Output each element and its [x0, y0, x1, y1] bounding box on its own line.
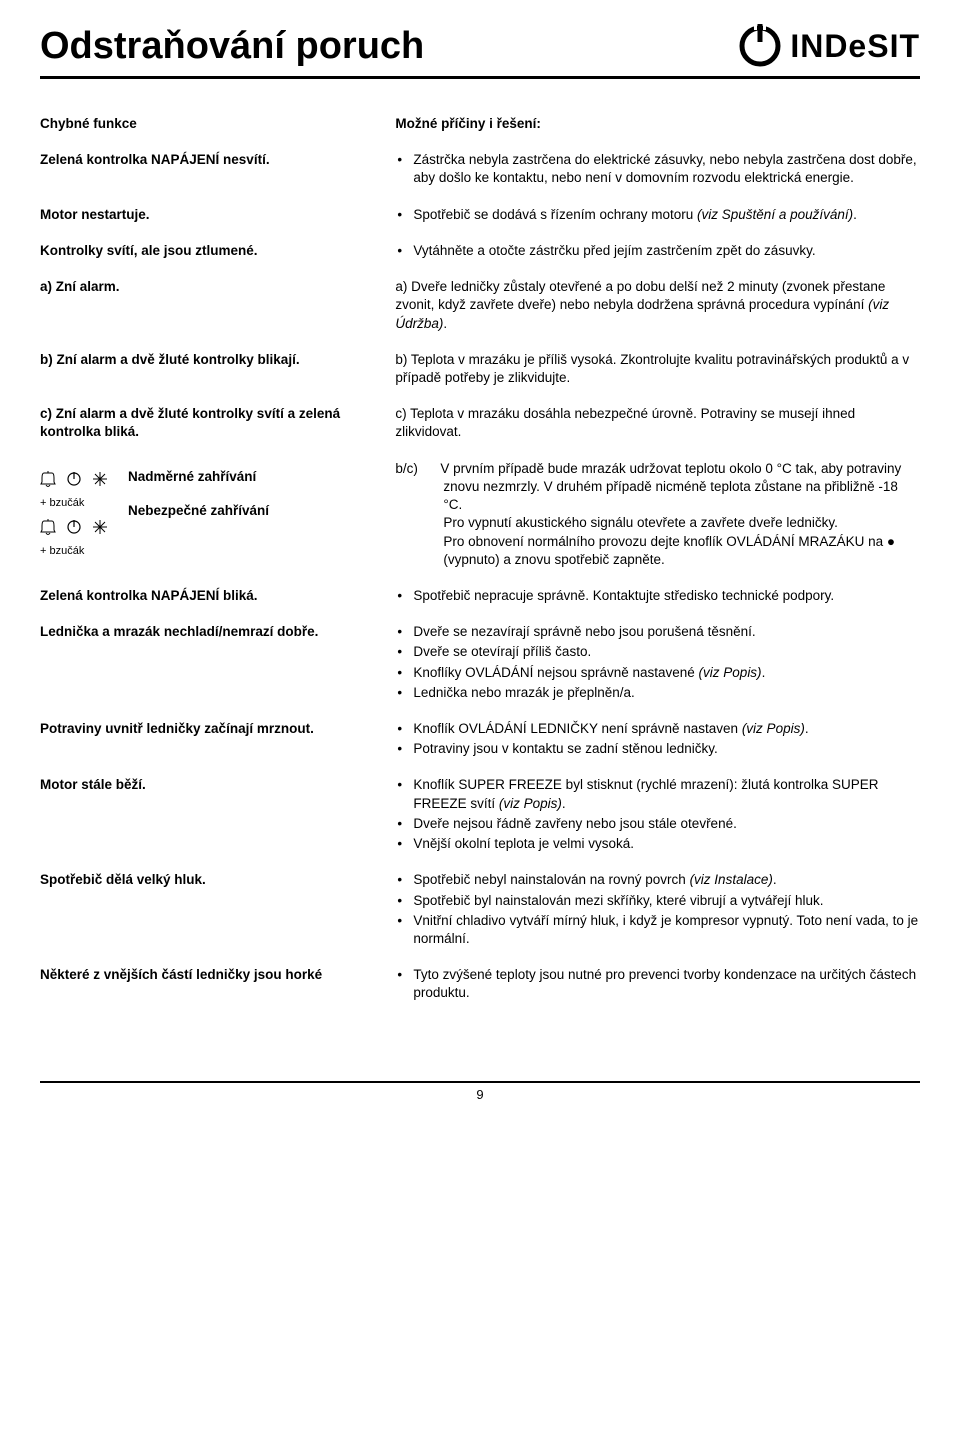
snowflake-icon	[92, 518, 108, 536]
trouble-row: Zelená kontrolka NAPÁJENÍ bliká. Spotřebi…	[40, 587, 920, 623]
solution-item: Tyto zvýšené teploty jsou nutné pro prev…	[395, 966, 920, 1002]
fault-label: Zelená kontrolka NAPÁJENÍ bliká.	[40, 587, 375, 605]
troubleshooting-table: Chybné funkce Možné příčiny i řešení:	[40, 115, 920, 151]
solution-text: Vytáhněte a otočte zástrčku před jejím z…	[395, 242, 920, 260]
fault-label: b) Zní alarm a dvě žluté kontrolky blika…	[40, 351, 375, 369]
solution-item: Dveře nejsou řádně zavřeny nebo jsou stá…	[395, 815, 920, 833]
fault-label: Spotřebič dělá velký hluk.	[40, 871, 375, 889]
solution-item: Lednička nebo mrazák je přeplněn/a.	[395, 684, 920, 702]
power-icon	[66, 470, 82, 488]
fault-label: Motor nestartuje.	[40, 206, 375, 224]
fault-label: Zelená kontrolka NAPÁJENÍ nesvítí.	[40, 151, 375, 169]
page-title: Odstraňování poruch	[40, 25, 424, 68]
solution-text: Dveře se nezavírají správně nebo jsou po…	[395, 623, 920, 702]
solution-item: Vytáhněte a otočte zástrčku před jejím z…	[395, 242, 920, 260]
fault-label: Některé z vnějších částí ledničky jsou h…	[40, 966, 375, 984]
buzzer-label-2: + bzučák	[40, 544, 108, 559]
solution-item: Potraviny jsou v kontaktu se zadní stěno…	[395, 740, 920, 758]
fault-label: Potraviny uvnitř ledničky začínají mrzno…	[40, 720, 375, 738]
solution-text: b) Teplota v mrazáku je příliš vysoká. Z…	[395, 351, 920, 387]
alarm-diagram: + bzučák + bzučák Nadměrné zahřívání Neb…	[40, 466, 375, 560]
trouble-row: Některé z vnějších částí ledničky jsou h…	[40, 966, 920, 1020]
brand-logo-block: INDeSIT	[738, 24, 920, 68]
fault-label: a) Zní alarm.	[40, 278, 375, 296]
solution-item: Spotřebič se dodává s řízením ochrany mo…	[395, 206, 920, 224]
trouble-row: c) Zní alarm a dvě žluté kontrolky svítí…	[40, 405, 920, 459]
solution-text: Spotřebič se dodává s řízením ochrany mo…	[395, 206, 920, 224]
fault-label: c) Zní alarm a dvě žluté kontrolky svítí…	[40, 405, 375, 441]
page-number: 9	[476, 1087, 483, 1102]
solution-item: Spotřebič nebyl nainstalován na rovný po…	[395, 871, 920, 889]
snowflake-icon	[92, 470, 108, 488]
faults-header: Chybné funkce	[40, 115, 375, 133]
solution-item: Dveře se otevírají příliš často.	[395, 643, 920, 661]
brand-logo-icon	[738, 24, 782, 68]
fault-label: Motor stále běží.	[40, 776, 375, 794]
trouble-row: Spotřebič dělá velký hluk. Spotřebič neby…	[40, 871, 920, 966]
page-header: Odstraňování poruch INDeSIT	[40, 24, 920, 79]
bell-icon	[40, 470, 56, 488]
solution-text: Zástrčka nebyla zastrčena do elektrické …	[395, 151, 920, 187]
power-icon	[66, 518, 82, 536]
solution-item: Knoflíky OVLÁDÁNÍ nejsou správně nastave…	[395, 664, 920, 682]
solution-item: Knoflík SUPER FREEZE byl stisknut (rychl…	[395, 776, 920, 812]
trouble-row: Zelená kontrolka NAPÁJENÍ nesvítí. Zástrč…	[40, 151, 920, 205]
fault-label: Lednička a mrazák nechladí/nemrazí dobře…	[40, 623, 375, 641]
danger-heat-label: Nebezpečné zahřívání	[128, 502, 269, 520]
trouble-row: Motor stále běží. Knoflík SUPER FREEZE by…	[40, 776, 920, 871]
trouble-row: a) Zní alarm. a) Dveře ledničky zůstaly o…	[40, 278, 920, 351]
solution-text: Tyto zvýšené teploty jsou nutné pro prev…	[395, 966, 920, 1002]
trouble-row: Motor nestartuje. Spotřebič se dodává s ř…	[40, 206, 920, 242]
diagram-explanation: b/c) V prvním případě bude mrazák udržov…	[395, 460, 920, 569]
solution-text: Knoflík SUPER FREEZE byl stisknut (rychl…	[395, 776, 920, 853]
fault-label: Kontrolky svítí, ale jsou ztlumené.	[40, 242, 375, 260]
solution-text: Spotřebič nepracuje správně. Kontaktujte…	[395, 587, 920, 605]
page-footer: 9	[40, 1081, 920, 1102]
solution-item: Spotřebič nepracuje správně. Kontaktujte…	[395, 587, 920, 605]
diagram-row-danger	[40, 518, 108, 536]
bell-icon	[40, 518, 56, 536]
buzzer-label-1: + bzučák	[40, 496, 108, 511]
solution-item: Zástrčka nebyla zastrčena do elektrické …	[395, 151, 920, 187]
solution-item: Knoflík OVLÁDÁNÍ LEDNIČKY není správně n…	[395, 720, 920, 738]
trouble-row: b) Zní alarm a dvě žluté kontrolky blika…	[40, 351, 920, 405]
solution-text: a) Dveře ledničky zůstaly otevřené a po …	[395, 278, 920, 333]
solution-item: Dveře se nezavírají správně nebo jsou po…	[395, 623, 920, 641]
overheat-label: Nadměrné zahřívání	[128, 468, 269, 486]
solutions-header: Možné příčiny i řešení:	[395, 115, 920, 133]
solutions-column: Možné příčiny i řešení:	[395, 115, 920, 151]
trouble-row: Kontrolky svítí, ale jsou ztlumené. Vytáh…	[40, 242, 920, 278]
solution-text: Spotřebič nebyl nainstalován na rovný po…	[395, 871, 920, 948]
trouble-row: Lednička a mrazák nechladí/nemrazí dobře…	[40, 623, 920, 720]
trouble-row: Potraviny uvnitř ledničky začínají mrzno…	[40, 720, 920, 776]
brand-name: INDeSIT	[790, 28, 920, 65]
diagram-row-overheat	[40, 470, 108, 488]
solution-item: Spotřebič byl nainstalován mezi skříňky,…	[395, 892, 920, 910]
faults-column: Chybné funkce	[40, 115, 375, 151]
solution-text: c) Teplota v mrazáku dosáhla nebezpečné …	[395, 405, 920, 441]
solution-item: Vnitřní chladivo vytváří mírný hluk, i k…	[395, 912, 920, 948]
solution-text: Knoflík OVLÁDÁNÍ LEDNIČKY není správně n…	[395, 720, 920, 758]
alarm-diagram-row: + bzučák + bzučák Nadměrné zahřívání Neb…	[40, 460, 920, 587]
solution-item: Vnější okolní teplota je velmi vysoká.	[395, 835, 920, 853]
